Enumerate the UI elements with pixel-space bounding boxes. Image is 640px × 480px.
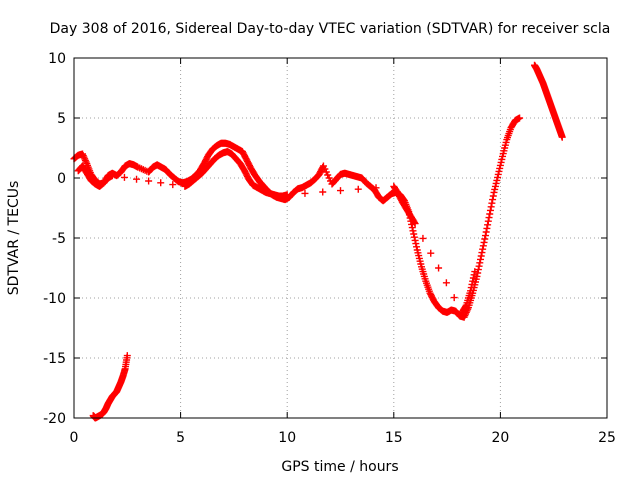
y-tick-label: -10 bbox=[43, 291, 66, 307]
data-point-marker bbox=[486, 206, 494, 214]
data-point-marker bbox=[487, 203, 495, 211]
data-point-marker bbox=[169, 181, 177, 189]
data-point-marker bbox=[470, 271, 478, 279]
data-point-marker bbox=[413, 243, 421, 251]
data-point-marker bbox=[480, 238, 488, 246]
data-point-marker bbox=[475, 262, 483, 270]
data-point-marker bbox=[81, 155, 89, 163]
data-point-marker bbox=[488, 199, 496, 207]
y-tick-label: -15 bbox=[43, 351, 66, 367]
data-point-marker bbox=[467, 287, 475, 295]
data-point-marker bbox=[484, 217, 492, 225]
data-point-marker bbox=[479, 245, 487, 253]
data-point-marker bbox=[477, 252, 485, 260]
data-point-marker bbox=[476, 259, 484, 267]
data-point-marker bbox=[123, 352, 131, 360]
y-tick-label: 5 bbox=[57, 111, 66, 127]
data-point-marker bbox=[411, 220, 419, 228]
chart-title: Day 308 of 2016, Sidereal Day-to-day VTE… bbox=[50, 21, 611, 37]
data-point-marker bbox=[469, 277, 477, 285]
data-point-marker bbox=[79, 152, 87, 160]
plot-frame bbox=[73, 57, 608, 419]
data-point-marker bbox=[145, 177, 153, 185]
data-point-marker bbox=[301, 189, 309, 197]
data-point-marker bbox=[81, 156, 89, 164]
data-point-marker bbox=[450, 294, 458, 302]
data-point-marker bbox=[471, 268, 479, 276]
x-tick-label: 0 bbox=[70, 430, 79, 446]
data-point-marker bbox=[411, 236, 419, 244]
data-point-marker bbox=[468, 280, 476, 288]
data-point-marker bbox=[409, 227, 417, 235]
axis-ticks: 0 5 10 15 20 25 -20 -15 -10 -5 0 5 10 bbox=[43, 51, 616, 446]
data-point-marker bbox=[82, 158, 90, 166]
data-point-marker bbox=[462, 302, 470, 310]
data-point-marker bbox=[467, 284, 475, 292]
data-point-marker bbox=[485, 214, 493, 222]
data-points bbox=[70, 61, 566, 422]
data-point-marker bbox=[435, 264, 443, 272]
data-point-marker bbox=[477, 255, 485, 263]
data-point-marker bbox=[516, 114, 524, 122]
y-tick-label: 0 bbox=[57, 171, 66, 187]
data-point-marker bbox=[442, 279, 450, 287]
data-point-marker bbox=[80, 153, 88, 161]
grid bbox=[74, 58, 607, 418]
data-point-marker bbox=[410, 230, 418, 238]
data-point-marker bbox=[120, 173, 128, 181]
data-point-marker bbox=[482, 228, 490, 236]
x-tick-label: 20 bbox=[491, 430, 509, 446]
data-point-marker bbox=[469, 274, 477, 282]
data-point-marker bbox=[408, 224, 416, 232]
data-point-marker bbox=[354, 185, 362, 193]
data-point-marker bbox=[410, 218, 418, 226]
data-point-marker bbox=[79, 150, 87, 158]
y-axis-label: SDTVAR / TECUs bbox=[6, 181, 22, 296]
data-point-marker bbox=[372, 184, 380, 192]
data-point-marker bbox=[481, 232, 489, 240]
data-point-marker bbox=[486, 210, 494, 218]
data-point-marker bbox=[484, 221, 492, 229]
data-point-marker bbox=[478, 249, 486, 257]
data-point-marker bbox=[419, 234, 427, 242]
x-tick-label: 25 bbox=[598, 430, 616, 446]
data-point-marker bbox=[489, 192, 497, 200]
data-point-marker bbox=[319, 188, 327, 196]
data-point-marker bbox=[489, 196, 497, 204]
data-point-marker bbox=[337, 187, 344, 195]
y-tick-label: -20 bbox=[43, 411, 66, 427]
data-point-marker bbox=[558, 133, 566, 141]
x-axis-label: GPS time / hours bbox=[281, 459, 398, 475]
x-tick-label: 10 bbox=[278, 430, 296, 446]
data-point-marker bbox=[412, 240, 420, 248]
data-point-marker bbox=[283, 191, 291, 199]
data-point-marker bbox=[108, 172, 116, 180]
data-point-marker bbox=[410, 233, 418, 241]
data-point-marker bbox=[479, 242, 487, 250]
data-point-marker bbox=[481, 235, 489, 243]
x-tick-label: 5 bbox=[176, 430, 185, 446]
data-point-marker bbox=[483, 224, 491, 232]
y-tick-label: -5 bbox=[52, 231, 66, 247]
x-tick-label: 15 bbox=[385, 430, 403, 446]
data-point-marker bbox=[427, 249, 435, 257]
data-point-marker bbox=[474, 266, 482, 274]
data-point-marker bbox=[460, 313, 468, 321]
data-point-marker bbox=[157, 179, 165, 187]
data-point-marker bbox=[133, 175, 141, 183]
y-tick-label: 10 bbox=[48, 51, 66, 67]
